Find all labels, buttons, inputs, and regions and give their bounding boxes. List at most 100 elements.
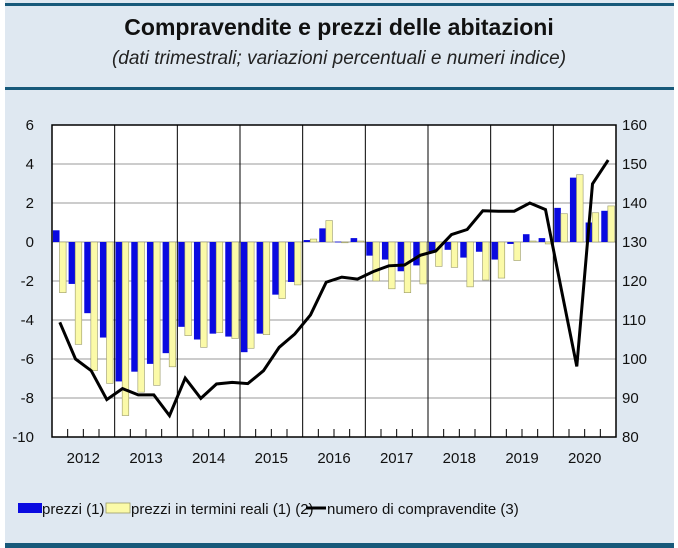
chart-title: Compravendite e prezzi delle abitazioni	[124, 14, 554, 40]
legend-label-prezzi-reali: prezzi in termini reali (1) (2)	[131, 501, 314, 518]
legend-label-compravendite: numero di compravendite (3)	[327, 501, 519, 518]
x-tick-label: 2019	[505, 450, 538, 467]
bar-prezzi	[131, 242, 138, 372]
bar-prezzi-reali	[278, 241, 286, 299]
bar-prezzi-reali	[309, 238, 318, 243]
bar-prezzi-reali	[325, 220, 333, 243]
bar-prezzi-reali	[450, 241, 459, 268]
bar-prezzi	[491, 242, 499, 260]
x-tick-label: 2015	[255, 450, 288, 467]
bar-prezzi-reali	[231, 241, 239, 339]
bar-prezzi-reali	[529, 240, 537, 243]
right-tick-label: 130	[622, 234, 647, 251]
line-compravendite	[58, 159, 610, 419]
bar-prezzi-reali	[215, 241, 224, 333]
left-tick-label: -6	[21, 351, 34, 368]
bar-prezzi-reali	[106, 241, 114, 384]
bar-prezzi-reali	[168, 241, 177, 368]
bar-prezzi-reali	[200, 241, 208, 348]
bar-prezzi-reali	[59, 241, 67, 294]
bar-prezzi-reali	[403, 241, 412, 294]
x-tick-label: 2020	[568, 450, 601, 467]
bar-prezzi	[193, 242, 201, 340]
left-tick-label: -8	[21, 390, 34, 407]
left-tick-label: 2	[26, 195, 34, 212]
bar-prezzi	[381, 242, 389, 260]
bar-prezzi-reali	[184, 241, 192, 336]
legend-swatch-prezzi-reali	[105, 502, 131, 514]
bar-prezzi	[68, 242, 76, 284]
right-tick-label: 110	[622, 312, 646, 329]
legend-label-prezzi: prezzi (1)	[42, 501, 105, 518]
right-tick-label: 100	[622, 351, 647, 368]
bar-prezzi-reali	[560, 213, 568, 243]
left-tick-label: 0	[26, 234, 34, 251]
left-tick-label: 4	[26, 156, 34, 173]
left-tick-label: -10	[12, 429, 34, 446]
chart-subtitle: (dati trimestrali; variazioni percentual…	[111, 48, 567, 69]
bar-prezzi-reali	[482, 241, 490, 281]
bar-prezzi	[334, 241, 342, 243]
bar-prezzi	[178, 242, 185, 327]
bar-prezzi-reali	[419, 241, 427, 285]
title-rule	[5, 87, 674, 90]
bar-prezzi	[397, 242, 405, 272]
bar-prezzi-reali	[341, 241, 349, 244]
bar-prezzi	[319, 228, 326, 242]
left-tick-label: -2	[21, 273, 34, 290]
bar-prezzi	[225, 242, 232, 337]
top-rule	[5, 3, 674, 6]
x-tick-label: 2018	[443, 450, 476, 467]
bar-prezzi	[444, 242, 452, 250]
bar-prezzi	[507, 242, 514, 244]
right-tick-label: 150	[622, 156, 647, 173]
bar-prezzi-reali	[576, 174, 584, 243]
bar-prezzi-reali	[356, 240, 365, 243]
bottom-rule	[5, 543, 674, 548]
bar-prezzi-reali	[137, 241, 145, 393]
bar-prezzi	[287, 242, 295, 282]
bar-prezzi	[569, 177, 577, 242]
bar-prezzi-reali	[372, 241, 380, 282]
bar-prezzi	[428, 242, 436, 252]
bar-prezzi-reali	[591, 212, 600, 243]
x-tick-label: 2017	[380, 450, 413, 467]
plot-border	[51, 124, 617, 438]
bar-prezzi	[413, 242, 420, 266]
legend-swatch-prezzi	[18, 503, 42, 513]
bar-prezzi	[115, 242, 123, 382]
right-tick-label: 90	[622, 390, 639, 407]
bar-prezzi-reali	[294, 241, 302, 286]
bar-prezzi	[366, 242, 373, 256]
bar-prezzi	[538, 238, 546, 242]
bar-prezzi-reali	[90, 241, 98, 371]
bar-prezzi-reali	[497, 241, 506, 279]
bar-prezzi	[162, 242, 170, 354]
x-tick-label: 2014	[192, 450, 225, 467]
bar-prezzi	[601, 210, 608, 242]
bar-prezzi-reali	[121, 241, 130, 416]
bar-prezzi	[303, 240, 311, 242]
bar-prezzi	[84, 242, 91, 314]
bar-prezzi	[209, 242, 217, 334]
bar-prezzi-reali	[466, 241, 474, 288]
bar-prezzi	[146, 242, 154, 364]
right-tick-label: 80	[622, 429, 639, 446]
bar-prezzi	[272, 242, 279, 295]
bar-prezzi-reali	[247, 241, 255, 349]
bar-prezzi	[522, 234, 530, 242]
right-tick-label: 120	[622, 273, 647, 290]
bar-prezzi-reali	[513, 241, 521, 261]
left-tick-label: -4	[21, 312, 34, 329]
bar-prezzi-reali	[74, 241, 83, 345]
x-tick-label: 2013	[129, 450, 162, 467]
bar-prezzi-reali	[435, 241, 443, 267]
bar-prezzi	[240, 242, 248, 353]
x-tick-label: 2012	[67, 450, 100, 467]
bar-prezzi-reali	[607, 205, 615, 243]
bar-prezzi	[350, 238, 358, 242]
bar-prezzi	[460, 242, 467, 258]
right-tick-label: 160	[622, 117, 647, 134]
left-tick-label: 6	[26, 117, 34, 134]
